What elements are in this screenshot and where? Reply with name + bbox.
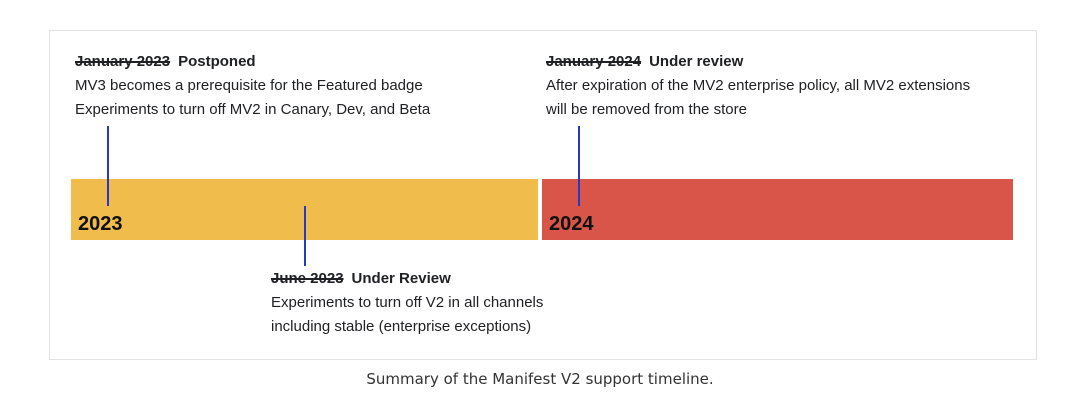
milestone-marker-june-2023	[304, 206, 306, 266]
milestone-marker-january-2023	[107, 126, 109, 206]
milestone-heading: June 2023 Under Review	[271, 267, 543, 291]
milestone-detail-line: Experiments to turn off V2 in all channe…	[271, 294, 544, 311]
milestone-june-2023: June 2023 Under Review Experiments to tur…	[271, 267, 543, 339]
milestone-heading: January 2024 Under review	[546, 50, 970, 74]
milestone-january-2023: January 2023 Postponed MV3 becomes a prer…	[75, 50, 430, 122]
figure-caption: Summary of the Manifest V2 support timel…	[366, 370, 714, 388]
year-label: 2024	[549, 213, 594, 235]
year-bar-2024: 2024	[542, 179, 1013, 240]
milestone-status: Under review	[649, 53, 744, 70]
milestone-status: Postponed	[178, 53, 256, 70]
milestone-detail-line: MV3 becomes a prerequisite for the Featu…	[75, 77, 423, 94]
milestone-date-struck: June 2023	[271, 270, 344, 287]
year-label: 2023	[78, 213, 123, 235]
milestone-date-struck: January 2023	[75, 53, 171, 70]
milestone-marker-january-2024	[578, 126, 580, 206]
milestone-status: Under Review	[351, 270, 451, 287]
milestone-january-2024: January 2024 Under review After expiratio…	[546, 50, 970, 122]
milestone-detail-line: including stable (enterprise exceptions)	[271, 318, 532, 335]
milestone-detail-line: After expiration of the MV2 enterprise p…	[546, 77, 971, 94]
milestone-detail-line: will be removed from the store	[546, 101, 747, 118]
milestone-date-struck: January 2024	[546, 53, 642, 70]
milestone-heading: January 2023 Postponed	[75, 50, 430, 74]
milestone-detail-line: Experiments to turn off MV2 in Canary, D…	[75, 101, 431, 118]
